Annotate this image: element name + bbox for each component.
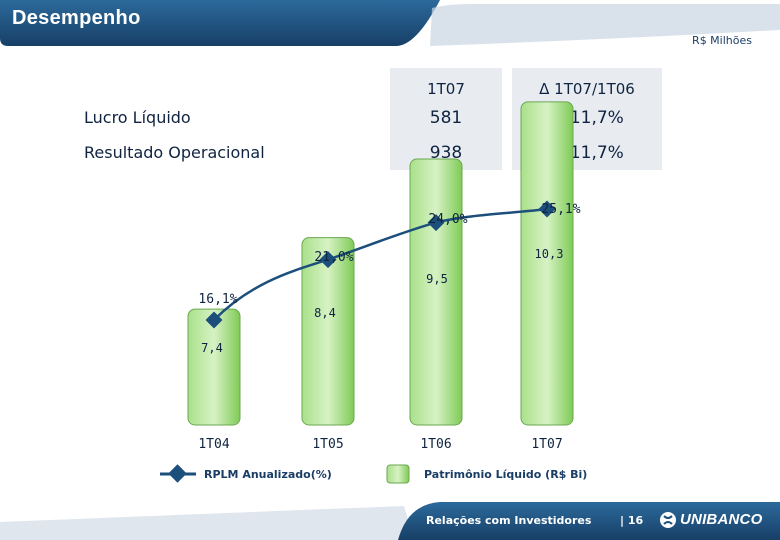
category-label-1t04: 1T04 <box>198 437 229 452</box>
footer-text: Relações com Investidores <box>426 514 591 527</box>
legend-bar-label: Patrimônio Líquido (R$ Bi) <box>424 468 587 481</box>
category-label-1t07: 1T07 <box>531 437 562 452</box>
bar-value-label-1t06: 9,5 <box>426 272 448 286</box>
page-number: | 16 <box>620 514 643 527</box>
legend-line-swatch <box>158 462 198 486</box>
rplm-value-label-1t07: 25,1% <box>541 202 580 217</box>
bar-value-label-1t05: 8,4 <box>314 306 336 320</box>
category-label-1t06: 1T06 <box>420 437 451 452</box>
bar-value-label-1t07: 10,3 <box>535 247 564 261</box>
bar-value-label-1t04: 7,4 <box>201 341 223 355</box>
bar-1t06 <box>410 159 462 425</box>
rplm-value-label-1t05: 21,0% <box>314 250 353 265</box>
legend-line-label: RPLM Anualizado(%) <box>204 468 332 481</box>
rplm-value-label-1t06: 24,0% <box>428 212 467 227</box>
legend-bar-swatch <box>386 464 412 486</box>
rplm-line <box>214 209 547 320</box>
bar-1t07 <box>521 102 573 425</box>
rplm-value-label-1t04: 16,1% <box>198 292 237 307</box>
brand-name: UNIBANCO <box>680 511 762 528</box>
category-label-1t05: 1T05 <box>312 437 343 452</box>
